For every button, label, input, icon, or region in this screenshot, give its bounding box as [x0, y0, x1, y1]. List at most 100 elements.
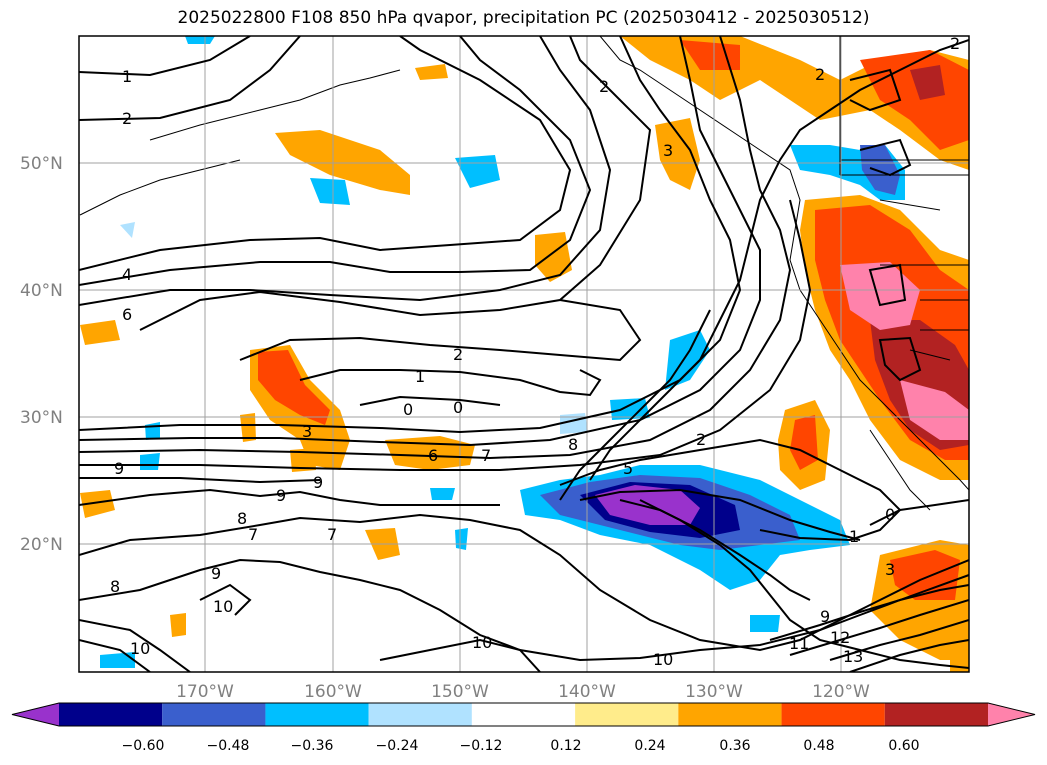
precip-negative-region: [430, 488, 455, 500]
contour-label: 9: [313, 473, 323, 492]
precip-positive-region: [860, 50, 969, 150]
lat-label: 30°N: [20, 408, 63, 428]
precip-positive-region: [258, 350, 330, 425]
contour-label: 2: [599, 77, 609, 96]
contour-label: 1: [415, 367, 425, 386]
colorbar-tick-label: 0.24: [634, 738, 665, 754]
contour-line: [829, 619, 969, 661]
contour-line: [789, 599, 969, 656]
lon-label: 160°W: [304, 682, 362, 702]
coastline-alaska: [149, 69, 401, 141]
contour-label: 2: [453, 345, 463, 364]
contour-line: [79, 488, 500, 506]
lat-label: 50°N: [20, 154, 63, 174]
precip-positive-region: [415, 64, 448, 80]
contour-label: 10: [213, 597, 233, 616]
contour-line: [79, 36, 761, 447]
precip-positive-region: [900, 380, 969, 440]
contour-label: 2: [950, 34, 960, 53]
colorbar-tick-label: −0.36: [291, 738, 334, 754]
contour-line: [579, 488, 861, 541]
precip-negative-region: [145, 422, 160, 440]
contour-label: 7: [248, 525, 258, 544]
contour-label: 8: [568, 435, 578, 454]
contour-label: 4: [122, 265, 132, 284]
contour-line: [878, 336, 922, 382]
colorbar-segment: [368, 703, 472, 726]
precip-negative-region: [455, 155, 500, 188]
contour-line: [849, 68, 902, 112]
lat-label: 20°N: [20, 535, 63, 555]
contour-label: 0: [403, 400, 413, 419]
precip-positive-region: [170, 613, 186, 637]
contour-line: [589, 39, 969, 481]
precip-positive-region: [535, 232, 572, 282]
contour-line: [869, 499, 969, 526]
contour-line: [639, 499, 969, 669]
colorbar-tick-label: 0.60: [888, 738, 919, 754]
precip-negative-region: [100, 652, 135, 668]
contour-label: 1: [849, 527, 859, 546]
contour-line: [359, 395, 501, 406]
contour-line: [769, 584, 969, 641]
colorbar-segment: [265, 703, 369, 726]
contour-label-group: 1 2 4 6 2 1 0 0 3 6 7 8 9 9 9 8 7 7 9 8 …: [110, 34, 960, 666]
contour-line: [79, 513, 969, 652]
coastline-north-america: [599, 36, 969, 491]
contour-line: [859, 138, 912, 177]
contour-line: [379, 638, 541, 672]
colorbar-outline: [11, 702, 1036, 727]
contour-label: 1: [122, 67, 132, 86]
state-border: [840, 159, 969, 361]
precip-positive-region: [80, 320, 120, 345]
colorbar-tick-label: −0.60: [122, 738, 165, 754]
contour-label: 8: [110, 577, 120, 596]
coastlines: [79, 36, 969, 511]
contour-label: 9: [114, 459, 124, 478]
contour-label: 12: [830, 628, 850, 647]
contour-line: [239, 299, 642, 362]
precip-positive-region: [890, 550, 960, 600]
precip-positive-region: [240, 413, 256, 442]
precip-negative-region: [860, 145, 900, 195]
precip-positive-region: [680, 40, 740, 70]
contour-label: 10: [472, 633, 492, 652]
precip-positive-region: [80, 490, 115, 518]
precip-negative-region: [185, 36, 215, 44]
contour-label: 2: [122, 109, 132, 128]
contour-line: [79, 558, 969, 662]
contour-line: [79, 36, 301, 121]
map-frame: [78, 35, 970, 673]
map-plot-area: 1 2 4 6 2 1 0 0 3 6 7 8 9 9 9 8 7 7 9 8 …: [79, 34, 969, 672]
contour-label: 9: [276, 486, 286, 505]
contour-label: 7: [327, 525, 337, 544]
contour-label: 9: [820, 607, 830, 626]
precip-negative-region: [310, 178, 350, 205]
contour-label: 0: [885, 505, 895, 524]
contour-line: [79, 36, 572, 271]
contour-line: [559, 309, 711, 501]
contour-line: [199, 583, 252, 616]
colorbar-tick-label: 0.12: [550, 738, 581, 754]
contour-line: [868, 263, 907, 307]
contour-label: 11: [789, 634, 809, 653]
lon-label: 120°W: [812, 682, 870, 702]
precip-positive-region: [655, 118, 700, 190]
contour-label: 8: [237, 509, 247, 528]
colorbar-segment: [471, 703, 576, 726]
colorbar-tick-label: −0.24: [376, 738, 419, 754]
contour-line: [849, 639, 969, 672]
qvapor-contours: [79, 36, 969, 672]
latitude-labels: 50°N 40°N 30°N 20°N: [20, 154, 63, 555]
colorbar-tick-label: 0.36: [719, 738, 750, 754]
contour-line: [79, 36, 792, 460]
contour-line: [79, 639, 151, 672]
contour-label: 13: [843, 647, 863, 666]
contour-label: 6: [122, 305, 132, 324]
colorbar-segment: [575, 703, 679, 726]
contour-label: 6: [428, 446, 438, 465]
contour-label: 10: [653, 650, 673, 669]
colorbar-tick-label: −0.12: [460, 738, 503, 754]
colorbar-tick-label: 0.48: [803, 738, 834, 754]
lon-label: 130°W: [685, 682, 743, 702]
